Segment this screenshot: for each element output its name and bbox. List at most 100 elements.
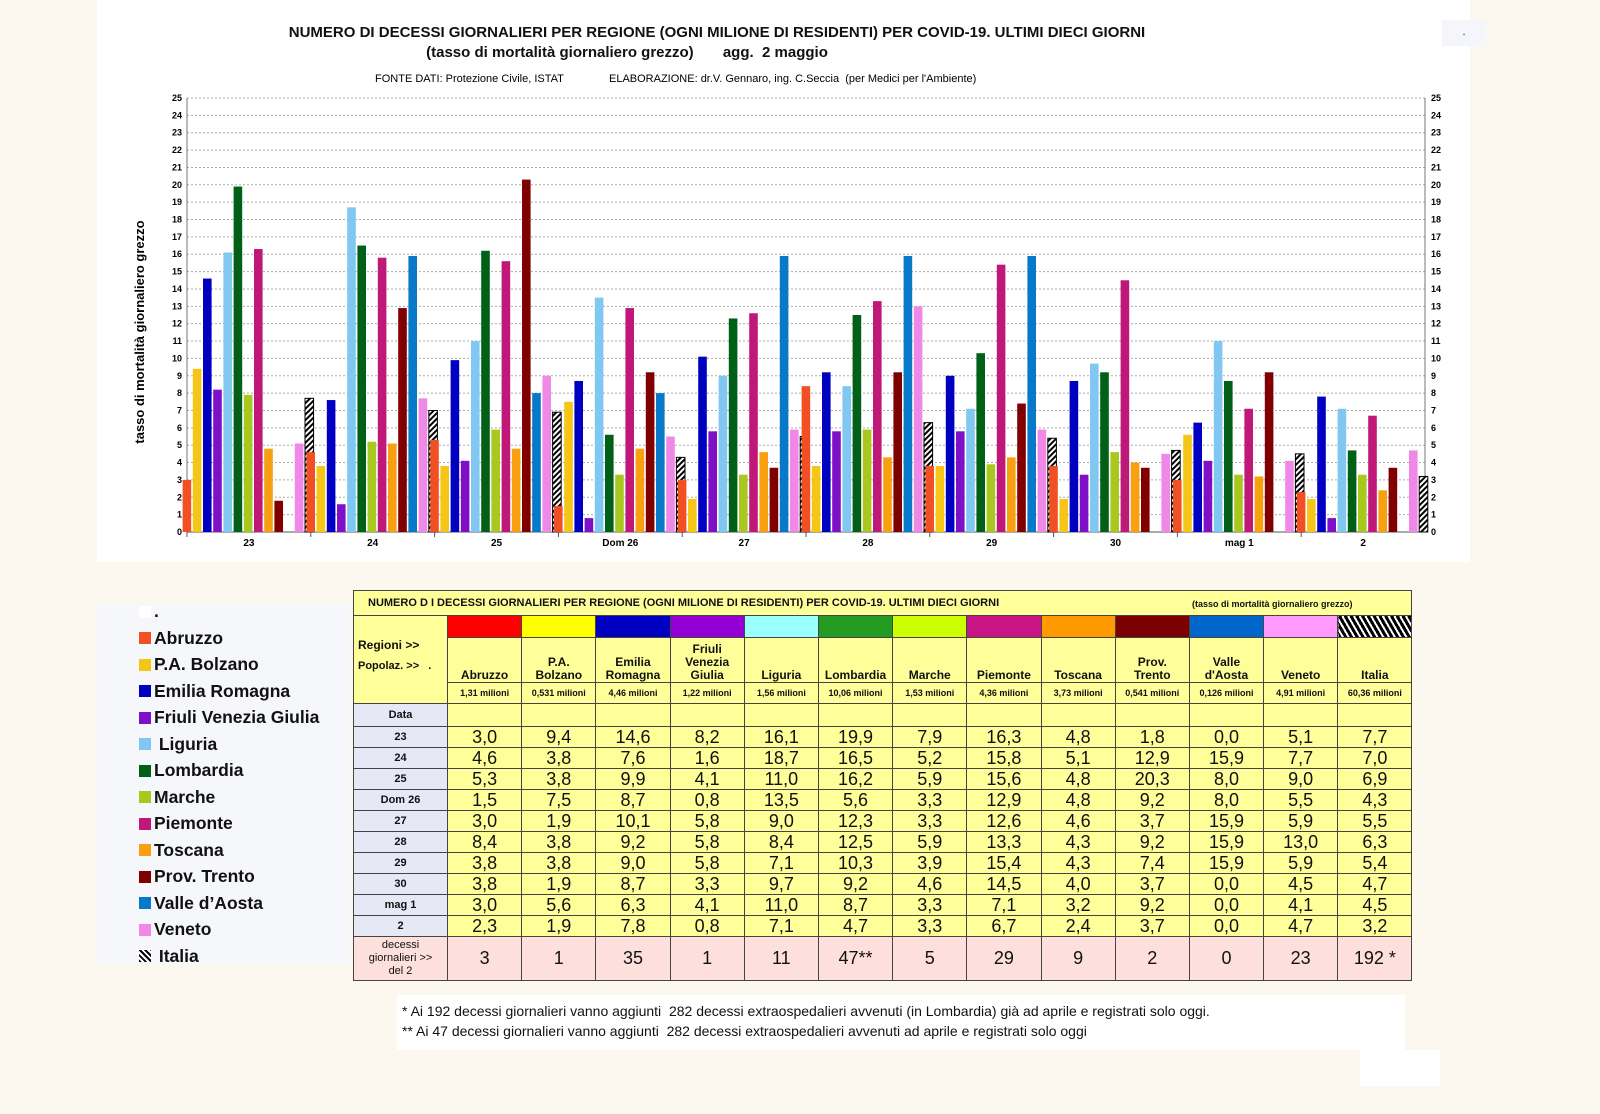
bar-emilia-romagna	[326, 400, 336, 532]
region-population: 4,36 milioni	[966, 682, 1042, 704]
rate-value: 15,9	[1188, 852, 1265, 874]
rate-value: 4,3	[1040, 852, 1116, 874]
legend-label: Liguria	[154, 733, 218, 754]
rate-value: 15,9	[1188, 810, 1265, 832]
rate-value: 9,7	[743, 873, 819, 895]
empty-cell	[1188, 703, 1265, 727]
y-tick-label: 20	[172, 180, 182, 190]
x-tick-label: 27	[739, 538, 751, 549]
empty-cell	[1263, 703, 1339, 727]
region-name: Liguria	[743, 637, 819, 683]
y-tick-label: 12	[172, 319, 182, 329]
bar-p-a-bolzano	[688, 499, 697, 532]
rate-value: 9,4	[521, 726, 597, 748]
bar-piemonte	[254, 249, 263, 533]
bar-prov-trento	[1017, 403, 1026, 532]
legend-swatch	[139, 923, 151, 936]
y-tick-label-right: 19	[1431, 197, 1441, 207]
legend-item: Toscana	[139, 840, 224, 861]
bar-emilia-romagna	[1317, 396, 1326, 532]
legend-label: Marche	[154, 786, 216, 807]
rate-value: 3,8	[446, 873, 523, 895]
region-name: Abruzzo	[446, 637, 523, 683]
bar-veneto	[666, 436, 675, 532]
rate-value: 5,8	[669, 831, 745, 853]
rate-value: 14,6	[595, 726, 671, 748]
y-tick-label: 13	[172, 301, 182, 311]
y-tick-label-right: 13	[1431, 301, 1441, 311]
rate-value: 7,8	[595, 915, 671, 937]
y-tick-label-right: 7	[1431, 405, 1436, 415]
region-name: P.A. Bolzano	[521, 637, 597, 683]
date-header: Data	[353, 703, 448, 727]
rate-value: 6,3	[1337, 831, 1413, 853]
rate-value: 5,9	[892, 768, 968, 790]
bar-liguria	[718, 375, 728, 532]
legend-label: Friuli Venezia Giulia	[154, 707, 320, 727]
empty-cell	[669, 703, 745, 727]
footnotes: * Ai 192 decessi giornalieri vanno aggiu…	[397, 995, 1405, 1050]
rate-value: 13,0	[1263, 831, 1339, 853]
y-tick-label-right: 2	[1431, 492, 1436, 502]
legend-swatch	[139, 764, 151, 777]
rate-value: 9,2	[817, 873, 894, 895]
rate-value: 12,5	[817, 831, 894, 853]
bar-piemonte	[996, 264, 1006, 532]
rate-value: 4,1	[669, 768, 745, 790]
rate-value: 0,0	[1188, 873, 1265, 895]
region-name: Friuli Venezia Giulia	[669, 637, 745, 683]
y-tick-label-right: 16	[1431, 249, 1441, 259]
legend-item: Prov. Trento	[139, 866, 255, 887]
region-name: Prov. Trento	[1114, 637, 1190, 683]
y-tick-label-right: 10	[1431, 353, 1441, 363]
rate-value: 3,8	[521, 831, 597, 853]
rate-value: 3,3	[892, 789, 968, 811]
bar-emilia-romagna	[698, 356, 707, 532]
legend-swatch	[139, 844, 151, 856]
bar-liguria	[471, 341, 480, 532]
bar-lombardia	[852, 315, 862, 532]
rate-value: 5,5	[1263, 789, 1339, 811]
chart-credits: ELABORAZIONE: dr.V. Gennaro, ing. C.Secc…	[609, 73, 977, 85]
x-tick-label: 24	[367, 538, 379, 549]
bar-veneto	[542, 375, 551, 532]
region-population: 0,126 milioni	[1188, 682, 1265, 704]
rate-value: 0,0	[1188, 915, 1265, 937]
footnote-2: ** Ai 47 decessi giornalieri vanno aggiu…	[402, 1023, 1087, 1039]
bar-marche	[862, 429, 872, 532]
population-label: Popolaz. >> .	[358, 660, 432, 672]
bar-liguria	[966, 408, 975, 532]
rate-value: 4,0	[1040, 873, 1116, 895]
rate-value: 4,6	[892, 873, 968, 895]
rate-value: 3,3	[892, 915, 968, 937]
bar-prov-trento	[645, 372, 655, 532]
bar-p-a-bolzano	[564, 401, 573, 532]
rate-value: 4,5	[1263, 873, 1339, 895]
bar-friuli-venezia-giulia	[460, 460, 470, 532]
row-date: 30	[353, 873, 448, 895]
bar-piemonte	[1120, 280, 1130, 532]
rate-value: 20,3	[1114, 768, 1190, 790]
legend-item: Emilia Romagna	[139, 681, 290, 702]
bar-piemonte	[625, 308, 634, 532]
bar-abruzzo	[554, 505, 563, 532]
bar-liguria	[223, 252, 232, 532]
region-color-swatch	[669, 615, 745, 638]
rate-value: 7,1	[743, 852, 819, 874]
bar-abruzzo	[182, 479, 192, 532]
bar-abruzzo	[430, 439, 439, 532]
rate-value: 6,7	[966, 915, 1042, 937]
daily-deaths-value: 1	[521, 936, 597, 981]
bar-friuli-venezia-giulia	[956, 431, 965, 532]
bar-toscana	[759, 452, 768, 532]
legend-item: Friuli Venezia Giulia	[139, 707, 319, 728]
row-date: 27	[353, 810, 448, 832]
legend-swatch	[139, 870, 151, 883]
region-population: 0,541 milioni	[1114, 682, 1190, 704]
y-tick-label-right: 25	[1431, 93, 1441, 103]
bar-friuli-venezia-giulia	[708, 431, 717, 532]
rate-value: 5,2	[892, 747, 968, 769]
rate-value: 5,8	[669, 810, 745, 832]
daily-deaths-value: 9	[1040, 936, 1116, 981]
bar-abruzzo	[1049, 466, 1058, 532]
